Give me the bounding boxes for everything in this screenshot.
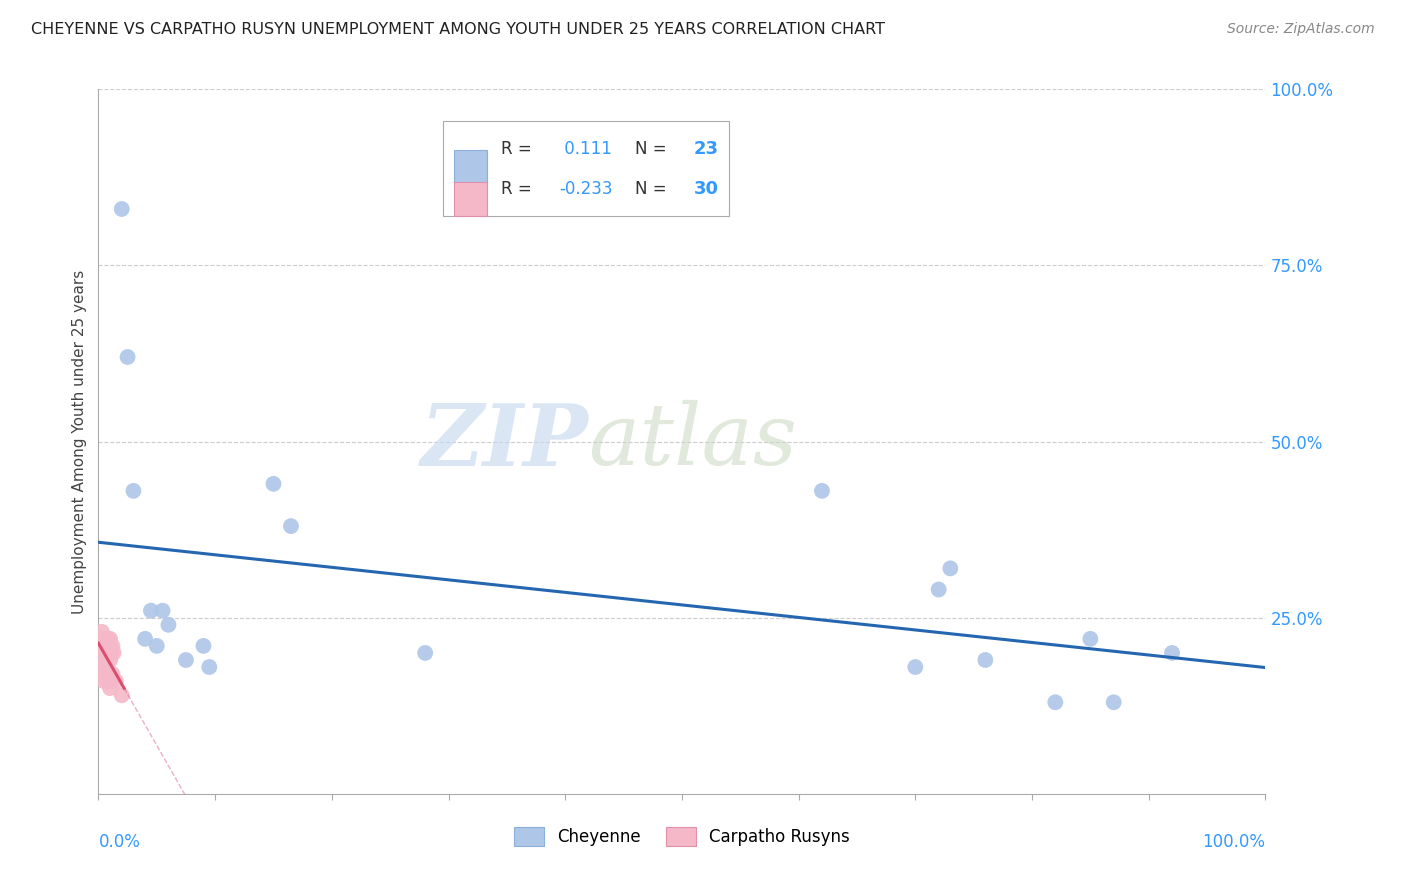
Point xyxy=(94,646,117,660)
Point xyxy=(94,632,117,646)
Point xyxy=(122,483,145,498)
Point xyxy=(93,674,115,689)
FancyBboxPatch shape xyxy=(454,150,486,184)
Point xyxy=(1080,632,1102,646)
Point xyxy=(97,632,120,646)
Text: 30: 30 xyxy=(693,180,718,198)
Point xyxy=(928,582,950,597)
Point xyxy=(134,632,156,646)
Point xyxy=(904,660,927,674)
Legend: Cheyenne, Carpatho Rusyns: Cheyenne, Carpatho Rusyns xyxy=(508,820,856,853)
Text: N =: N = xyxy=(636,180,666,198)
Point xyxy=(90,624,112,639)
Point xyxy=(94,667,117,681)
Point xyxy=(117,350,139,364)
Point xyxy=(96,660,118,674)
Point xyxy=(413,646,436,660)
Point xyxy=(280,519,302,533)
Point xyxy=(157,617,180,632)
Text: ZIP: ZIP xyxy=(420,400,589,483)
Point xyxy=(152,604,174,618)
Point xyxy=(811,483,834,498)
Point xyxy=(98,632,121,646)
Text: atlas: atlas xyxy=(589,401,797,483)
Text: N =: N = xyxy=(636,140,666,159)
Point xyxy=(97,667,120,681)
Point xyxy=(90,639,112,653)
Text: R =: R = xyxy=(501,140,531,159)
Point xyxy=(91,653,114,667)
Point xyxy=(93,639,115,653)
Point xyxy=(98,653,121,667)
Y-axis label: Unemployment Among Youth under 25 years: Unemployment Among Youth under 25 years xyxy=(72,269,87,614)
Point xyxy=(139,604,162,618)
Point xyxy=(939,561,962,575)
Point xyxy=(101,667,124,681)
Point xyxy=(111,202,134,216)
Point xyxy=(100,646,122,660)
Point xyxy=(146,639,169,653)
Point xyxy=(96,639,118,653)
Text: 0.0%: 0.0% xyxy=(98,832,141,851)
Text: 23: 23 xyxy=(693,140,718,159)
Text: 100.0%: 100.0% xyxy=(1202,832,1265,851)
Point xyxy=(97,639,120,653)
Point xyxy=(97,674,120,689)
FancyBboxPatch shape xyxy=(443,121,728,216)
Point xyxy=(193,639,215,653)
Point xyxy=(111,688,134,702)
Point xyxy=(974,653,997,667)
Point xyxy=(1102,695,1125,709)
Point xyxy=(104,674,127,689)
Point xyxy=(103,646,125,660)
Point xyxy=(90,646,112,660)
Text: -0.233: -0.233 xyxy=(560,180,613,198)
Point xyxy=(97,646,120,660)
Point xyxy=(101,639,124,653)
Point xyxy=(93,660,115,674)
Text: Source: ZipAtlas.com: Source: ZipAtlas.com xyxy=(1227,22,1375,37)
FancyBboxPatch shape xyxy=(454,182,486,216)
Point xyxy=(91,632,114,646)
Point xyxy=(98,681,121,696)
Text: CHEYENNE VS CARPATHO RUSYN UNEMPLOYMENT AMONG YOUTH UNDER 25 YEARS CORRELATION C: CHEYENNE VS CARPATHO RUSYN UNEMPLOYMENT … xyxy=(31,22,884,37)
Point xyxy=(198,660,221,674)
Point xyxy=(1161,646,1184,660)
Point xyxy=(262,476,284,491)
Point xyxy=(174,653,197,667)
Point xyxy=(100,674,122,689)
Point xyxy=(90,632,112,646)
Text: 0.111: 0.111 xyxy=(560,140,612,159)
Text: R =: R = xyxy=(501,180,531,198)
Point xyxy=(1045,695,1067,709)
Point xyxy=(91,667,114,681)
